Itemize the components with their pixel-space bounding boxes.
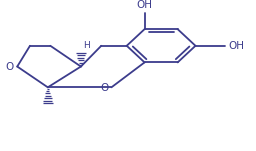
Text: OH: OH: [136, 0, 153, 10]
Text: O: O: [101, 83, 109, 93]
Text: OH: OH: [229, 41, 244, 51]
Text: O: O: [5, 62, 13, 72]
Text: H: H: [83, 41, 90, 50]
